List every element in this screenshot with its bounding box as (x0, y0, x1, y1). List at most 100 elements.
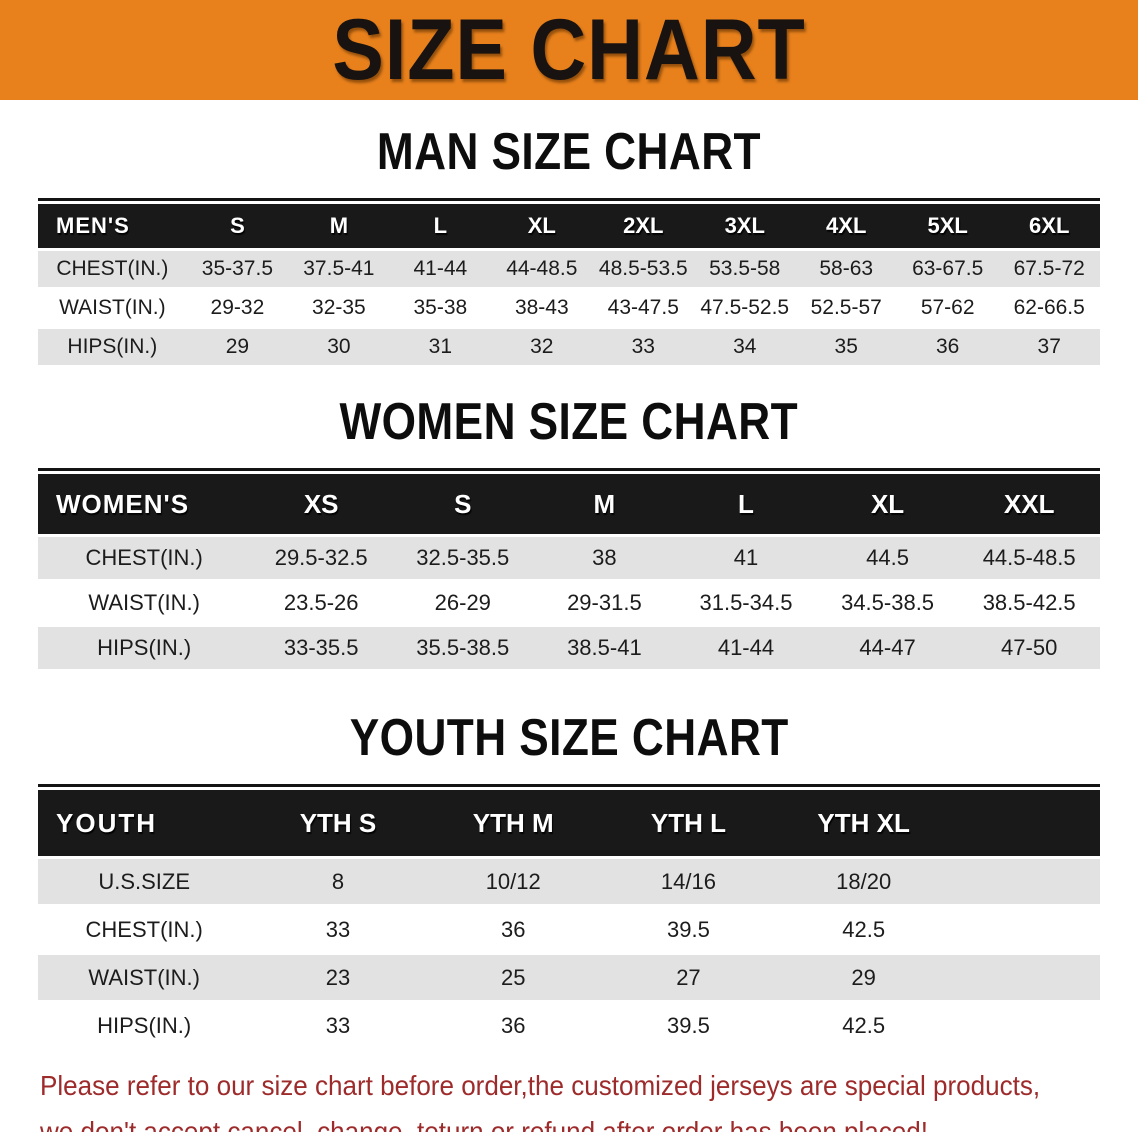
cell: 44.5 (816, 537, 959, 579)
section-heading-text: WOMEN SIZE CHART (339, 393, 799, 451)
cell: 47-50 (958, 627, 1100, 669)
table-row: CHEST(IN.) 29.5-32.5 32.5-35.5 38 41 44.5 44.5… (38, 537, 1100, 579)
disclaimer-line-2: we don't accept cancel, change, teturn o… (40, 1116, 929, 1132)
cell: 31 (389, 329, 492, 365)
cell: 36 (425, 907, 601, 952)
column-header: 5XL (896, 204, 999, 248)
cell: 8 (250, 859, 426, 904)
column-header: L (389, 204, 492, 248)
cell: 37.5-41 (288, 251, 390, 287)
cell: 10/12 (425, 859, 601, 904)
cell: 35.5-38.5 (391, 627, 534, 669)
cell: 26-29 (391, 582, 534, 624)
cell: 44.5-48.5 (958, 537, 1100, 579)
column-header: YTH L (600, 790, 777, 856)
column-header: YTH XL (776, 790, 952, 856)
cell: 31.5-34.5 (675, 582, 817, 624)
cell: 63-67.5 (896, 251, 999, 287)
cell: 58-63 (795, 251, 897, 287)
row-label: HIPS(IN.) (38, 627, 251, 669)
column-header: S (186, 204, 289, 248)
table-row: HIPS(IN.) 33-35.5 35.5-38.5 38.5-41 41-44 44-… (38, 627, 1100, 669)
row-label: WAIST(IN.) (38, 955, 251, 1000)
cell: 29 (776, 955, 952, 1000)
cell: 43-47.5 (592, 290, 695, 326)
cell: 57-62 (896, 290, 999, 326)
disclaimer: Please refer to our size chart before or… (40, 1063, 1138, 1132)
cell: 39.5 (600, 1003, 777, 1048)
cell: 25 (425, 955, 601, 1000)
row-label: WAIST(IN.) (38, 290, 187, 326)
cell: 39.5 (600, 907, 777, 952)
cell: 34.5-38.5 (816, 582, 959, 624)
section-heading: YOUTH SIZE CHART (0, 712, 1138, 764)
cell: 41-44 (675, 627, 817, 669)
cell: 27 (600, 955, 777, 1000)
table-header-row: WOMEN'S XS S M L XL XXL (38, 474, 1100, 534)
table-row: CHEST(IN.) 33 36 39.5 42.5 (38, 907, 1100, 952)
column-header: 4XL (795, 204, 897, 248)
filler-cell (951, 907, 1100, 952)
size-table: YOUTH YTH S YTH M YTH L YTH XL U.S.SIZE 8 10/12… (38, 784, 1100, 1051)
table-corner-label: YOUTH (38, 790, 251, 856)
column-header: 6XL (998, 204, 1100, 248)
cell: 62-66.5 (998, 290, 1100, 326)
table-row: WAIST(IN.) 29-32 32-35 35-38 38-43 43-47.5 47.… (38, 290, 1100, 326)
cell: 29-31.5 (533, 582, 676, 624)
column-header: XL (816, 474, 959, 534)
cell: 41-44 (389, 251, 492, 287)
row-label: WAIST(IN.) (38, 582, 251, 624)
table-row: HIPS(IN.) 29 30 31 32 33 34 35 36 37 (38, 329, 1100, 365)
cell: 32 (491, 329, 593, 365)
cell: 38-43 (491, 290, 593, 326)
table-row: HIPS(IN.) 33 36 39.5 42.5 (38, 1003, 1100, 1048)
sections-container: MAN SIZE CHART MEN'S S M L XL 2XL 3XL 4XL 5XL 6XL C… (0, 126, 1138, 1051)
table-row: WAIST(IN.) 23 25 27 29 (38, 955, 1100, 1000)
cell: 23.5-26 (250, 582, 392, 624)
column-header: S (391, 474, 534, 534)
cell: 33 (250, 907, 426, 952)
section-heading: WOMEN SIZE CHART (0, 396, 1138, 448)
row-label: HIPS(IN.) (38, 329, 187, 365)
cell: 14/16 (600, 859, 777, 904)
size-table: MEN'S S M L XL 2XL 3XL 4XL 5XL 6XL CHEST(IN.) 35-37… (38, 198, 1100, 368)
cell: 35-38 (389, 290, 492, 326)
filler-cell (951, 955, 1100, 1000)
banner-title: SIZE CHART (332, 1, 806, 98)
disclaimer-line-1: Please refer to our size chart before or… (40, 1070, 1041, 1101)
section-heading-text: YOUTH SIZE CHART (349, 709, 789, 767)
row-label: U.S.SIZE (38, 859, 251, 904)
cell: 44-48.5 (491, 251, 593, 287)
table-corner-label: MEN'S (38, 204, 187, 248)
cell: 38 (533, 537, 676, 579)
cell: 34 (694, 329, 796, 365)
column-header: XXL (958, 474, 1100, 534)
cell: 48.5-53.5 (592, 251, 695, 287)
cell: 36 (896, 329, 999, 365)
row-label: HIPS(IN.) (38, 1003, 251, 1048)
table-header-row: YOUTH YTH S YTH M YTH L YTH XL (38, 790, 1100, 856)
cell: 29.5-32.5 (250, 537, 392, 579)
cell: 23 (250, 955, 426, 1000)
table-row: WAIST(IN.) 23.5-26 26-29 29-31.5 31.5-34.5 34… (38, 582, 1100, 624)
column-header: XL (491, 204, 593, 248)
cell: 53.5-58 (694, 251, 796, 287)
row-label: CHEST(IN.) (38, 907, 251, 952)
cell: 18/20 (776, 859, 952, 904)
size-table: WOMEN'S XS S M L XL XXL CHEST(IN.) 29.5-32.5 32.5… (38, 468, 1100, 672)
cell: 47.5-52.5 (694, 290, 796, 326)
cell: 36 (425, 1003, 601, 1048)
cell: 42.5 (776, 907, 952, 952)
table-header-row: MEN'S S M L XL 2XL 3XL 4XL 5XL 6XL (38, 204, 1100, 248)
column-header: M (288, 204, 390, 248)
column-header: YTH S (250, 790, 426, 856)
cell: 33 (592, 329, 695, 365)
cell: 32.5-35.5 (391, 537, 534, 579)
column-header: 3XL (694, 204, 796, 248)
cell: 29-32 (186, 290, 289, 326)
cell: 35 (795, 329, 897, 365)
table-row: CHEST(IN.) 35-37.5 37.5-41 41-44 44-48.5 48.5… (38, 251, 1100, 287)
column-header: 2XL (592, 204, 695, 248)
table-corner-label: WOMEN'S (38, 474, 251, 534)
column-header: YTH M (425, 790, 601, 856)
